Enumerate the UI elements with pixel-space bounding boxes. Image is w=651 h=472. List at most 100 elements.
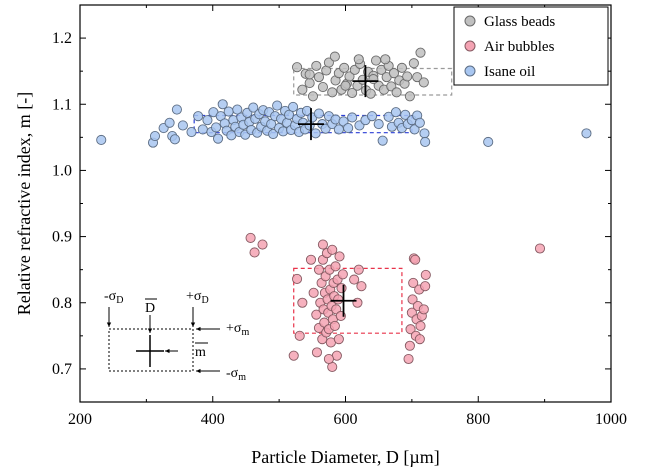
point-glass-beads-38	[402, 71, 413, 82]
label-m-bar: m	[195, 345, 206, 360]
label-minus-sigma-m: -σm	[226, 366, 246, 383]
point-air-bubbles-70	[534, 243, 546, 254]
point-air-bubbles-35	[330, 261, 341, 272]
point-glass-beads-45	[353, 54, 364, 65]
point-glass-beads-6	[313, 72, 325, 83]
point-isane-oil-8	[177, 120, 188, 131]
inset-box	[108, 328, 194, 372]
point-air-bubbles-40	[333, 334, 344, 345]
label-plus-sigma-d: +σD	[186, 289, 209, 306]
point-isane-oil-84	[400, 109, 411, 120]
series-air-bubbles	[245, 232, 546, 372]
point-isane-oil-42	[266, 119, 277, 130]
point-air-bubbles-69	[420, 269, 431, 281]
series-isane-oil	[96, 99, 592, 148]
point-air-bubbles-50	[353, 264, 364, 275]
point-isane-oil-9	[186, 126, 197, 138]
point-glass-beads-33	[388, 68, 400, 79]
point-air-bubbles-1	[249, 247, 260, 258]
point-glass-beads-47	[304, 69, 315, 80]
axes: 200 400 600 800 1000 0.7 0.8 0.9 1.0 1.1 1.2 Partic…	[14, 4, 627, 467]
point-glass-beads-1	[297, 84, 308, 95]
arrow-minus-sigma-m-head	[196, 368, 201, 374]
point-isane-oil-64	[313, 108, 325, 119]
point-isane-oil-89	[414, 117, 425, 128]
point-isane-oil-92	[483, 136, 494, 148]
point-glass-beads-39	[404, 91, 415, 102]
point-isane-oil-43	[268, 128, 279, 140]
point-glass-beads-24	[365, 88, 376, 99]
point-isane-oil-51	[284, 109, 295, 120]
point-glass-beads-9	[323, 57, 334, 68]
point-air-bubbles-30	[327, 244, 338, 255]
series-glass-beads	[291, 47, 453, 102]
point-isane-oil-79	[383, 111, 394, 122]
point-glass-beads-44	[329, 51, 340, 62]
point-air-bubbles-7	[305, 254, 317, 265]
point-air-bubbles-3	[288, 350, 299, 361]
label-plus-sigma-m: +σm	[226, 321, 249, 338]
std-box-glass-beads	[293, 67, 453, 96]
point-isane-oil-81	[390, 107, 401, 118]
point-glass-beads-34	[391, 87, 402, 98]
point-air-bubbles-49	[352, 297, 363, 308]
arrow-minus-sigma-d-head	[106, 322, 112, 327]
point-air-bubbles-44	[337, 269, 348, 280]
point-air-bubbles-6	[297, 297, 308, 308]
point-isane-oil-72	[343, 123, 354, 134]
x-tick-label-1000: 1000	[595, 411, 627, 428]
legend-label-air-bubbles: Air bubbles	[484, 39, 555, 55]
point-glass-beads-16	[344, 71, 355, 82]
point-air-bubbles-47	[317, 239, 328, 250]
x-axis-title: Particle Diameter, D [µm]	[251, 447, 440, 467]
point-air-bubbles-54	[405, 324, 416, 335]
point-isane-oil-87	[409, 124, 420, 135]
y-tick-label-0.7: 0.7	[52, 361, 72, 378]
x-tick-label-800: 800	[466, 411, 490, 428]
point-air-bubbles-41	[334, 251, 345, 262]
point-glass-beads-42	[415, 47, 426, 58]
point-isane-oil-2	[149, 130, 161, 142]
point-isane-oil-18	[217, 99, 228, 110]
point-isane-oil-12	[202, 115, 213, 126]
point-glass-beads-36	[396, 62, 407, 73]
point-isane-oil-45	[272, 100, 283, 111]
point-isane-oil-6	[169, 134, 180, 145]
point-glass-beads-5	[311, 60, 322, 71]
y-tick-label-1.1: 1.1	[52, 96, 72, 113]
point-isane-oil-11	[197, 124, 208, 135]
point-isane-oil-76	[366, 111, 378, 122]
point-air-bubbles-34	[329, 320, 340, 331]
point-air-bubbles-10	[311, 347, 323, 358]
sigma-explanation-inset: -σD +σD +σm -σm Dm	[104, 289, 249, 383]
label-minus-sigma-d: -σD	[104, 289, 123, 306]
point-air-bubbles-0	[245, 232, 256, 243]
point-glass-beads-40	[408, 58, 419, 69]
x-tick-label-600: 600	[334, 411, 358, 428]
point-air-bubbles-52	[403, 353, 414, 365]
point-air-bubbles-67	[418, 304, 429, 315]
point-glass-beads-7	[317, 81, 328, 93]
point-air-bubbles-39	[333, 294, 344, 305]
x-tick-label-200: 200	[68, 411, 92, 428]
point-air-bubbles-65	[415, 320, 426, 331]
point-glass-beads-3	[304, 78, 315, 89]
point-isane-oil-33	[248, 102, 259, 113]
y-tick-label-0.8: 0.8	[52, 295, 72, 312]
point-glass-beads-10	[327, 87, 338, 98]
point-isane-oil-73	[347, 112, 358, 123]
legend: Glass beads Air bubbles Isane oil	[453, 6, 609, 86]
plot-content	[96, 47, 592, 372]
point-glass-beads-43	[418, 77, 429, 88]
legend-marker-isane-oil	[464, 65, 476, 77]
point-glass-beads-26	[370, 55, 382, 66]
point-air-bubbles-56	[407, 294, 418, 305]
point-air-bubbles-43	[336, 283, 347, 294]
legend-box	[453, 6, 609, 86]
point-air-bubbles-4	[291, 273, 303, 284]
y-tick-label-0.9: 0.9	[52, 229, 72, 246]
point-isane-oil-4	[164, 117, 175, 128]
point-air-bubbles-48	[349, 274, 360, 285]
point-glass-beads-41	[412, 72, 423, 83]
